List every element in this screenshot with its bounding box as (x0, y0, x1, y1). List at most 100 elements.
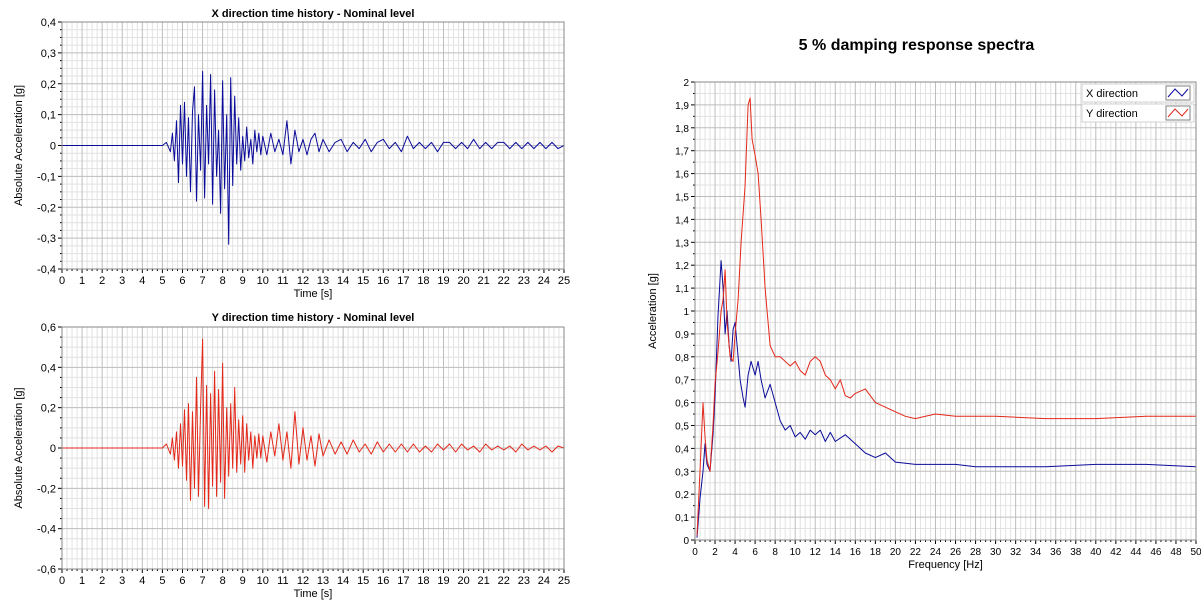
x-tick-label: 23 (518, 275, 530, 287)
x-tick-label: 10 (257, 575, 269, 587)
y-tick-label: 0,5 (675, 422, 689, 433)
y-tick-label: 1,7 (675, 147, 689, 158)
y-axis-label: Acceleration [g] (647, 273, 659, 349)
y-tick-label: 0,1 (675, 513, 689, 524)
x-time-history-svg: 0 1 2 3 4 5 6 7 8 9 10 11 12 13 14 15 16 17 18 19 20 21 22 23 24… (13, 8, 570, 300)
x-tick-label: 12 (297, 275, 309, 287)
plot-frame (694, 81, 1197, 541)
x-tick-label: 5 (159, 575, 165, 587)
x-tick-label: 11 (277, 275, 288, 287)
series-line-1 (62, 338, 565, 509)
x-tick-label: 0 (59, 275, 65, 287)
x-tick-label: 18 (417, 275, 429, 287)
y-tick-label: 0,7 (675, 376, 689, 387)
legend-swatch-line-1 (1167, 88, 1189, 98)
x-tick-label: 25 (558, 275, 570, 287)
y-tick-label: -0,1 (37, 171, 56, 183)
legend: X direction Y direction (1081, 83, 1195, 123)
x-tick-label: 14 (830, 547, 842, 558)
x-tick-label: 17 (397, 275, 409, 287)
x-tick-label: 3 (119, 575, 125, 587)
x-tick-label: 34 (1030, 547, 1042, 558)
x-tick-label: 38 (1070, 547, 1082, 558)
x-tick-label: 21 (478, 275, 490, 287)
x-tick-label: 13 (317, 275, 329, 287)
y-tick-label: 1 (683, 307, 689, 318)
x-tick-label: 42 (1110, 547, 1122, 558)
y-tick-label: 0,3 (41, 48, 56, 60)
y-tick-label: 0,3 (675, 467, 689, 478)
x-tick-label: 48 (1170, 547, 1182, 558)
x-tick-label: 25 (558, 575, 570, 587)
y-tick-label: 0,9 (675, 330, 689, 341)
plot-frame (61, 326, 565, 570)
x-tick-label: 2 (99, 275, 105, 287)
major-grid (694, 81, 1197, 541)
x-axis-label: Time [s] (294, 288, 333, 300)
x-axis-label: Frequency [Hz] (908, 559, 983, 571)
x-tick-label: 24 (538, 575, 550, 587)
x-tick-label: 18 (417, 575, 429, 587)
x-tick-label: 9 (240, 575, 246, 587)
axis-ticks: 0 2 4 6 8 10 12 14 16 18 20 22 24 26 28 30 32 34 36 38 40 42 4… (675, 78, 1201, 558)
x-tick-label: 50 (1190, 547, 1201, 558)
y-tick-label: -0,2 (37, 483, 56, 495)
axis-ticks: 0 1 2 3 4 5 6 7 8 9 10 11 12 13 14 15 16 17 18 19 20 21 22 23 24… (37, 322, 570, 587)
x-tick-label: 12 (297, 575, 309, 587)
x-tick-label: 44 (1130, 547, 1142, 558)
x-tick-label: 24 (930, 547, 942, 558)
x-tick-label: 15 (357, 275, 369, 287)
x-tick-label: 2 (712, 547, 718, 558)
plot-frame (61, 21, 565, 270)
response-spectra-svg: 0 2 4 6 8 10 12 14 16 18 20 22 24 26 28 30 32 34 36 38 40 42 4… (647, 78, 1201, 571)
x-tick-label: 9 (240, 275, 246, 287)
y-tick-label: 0 (50, 141, 56, 153)
x-tick-label: 8 (220, 275, 226, 287)
x-tick-label: 16 (377, 275, 389, 287)
x-tick-label: 36 (1050, 547, 1062, 558)
y-tick-label: 0,8 (675, 353, 689, 364)
x-tick-label: 16 (850, 547, 862, 558)
x-tick-label: 12 (810, 547, 822, 558)
x-tick-label: 19 (437, 275, 449, 287)
y-tick-label: 0,1 (41, 110, 56, 122)
y-tick-label: 0,4 (41, 362, 56, 374)
chart-title: Y direction time history - Nominal level (212, 312, 415, 324)
x-tick-label: 28 (970, 547, 982, 558)
y-tick-label: 0,4 (41, 17, 56, 29)
x-tick-label: 17 (397, 575, 409, 587)
x-tick-label: 4 (732, 547, 738, 558)
y-tick-label: -0,3 (37, 233, 56, 245)
x-tick-label: 32 (1010, 547, 1022, 558)
x-tick-label: 11 (277, 575, 288, 587)
legend-swatch-box (1165, 105, 1191, 121)
x-tick-label: 24 (538, 275, 550, 287)
series-line-1 (696, 260, 1197, 538)
spectra-title: 5 % damping response spectra (798, 37, 1035, 54)
x-tick-label: 0 (59, 575, 65, 587)
y-tick-label: 0,2 (675, 490, 689, 501)
y-tick-label: 0,2 (41, 79, 56, 91)
y-tick-label: -0,4 (37, 264, 56, 276)
y-tick-label: 0,4 (675, 444, 689, 455)
x-tick-label: 8 (772, 547, 778, 558)
y-tick-label: 1,5 (675, 193, 689, 204)
y-tick-label: 0 (683, 536, 689, 547)
y-tick-label: 1,1 (675, 284, 689, 295)
x-tick-label: 10 (257, 275, 269, 287)
y-tick-label: 2 (683, 78, 689, 89)
y-tick-label: 1,4 (675, 215, 689, 226)
x-time-history-chart: 0 1 2 3 4 5 6 7 8 9 10 11 12 13 14 15 16 17 18 19 20 21 22 23 24… (0, 0, 580, 305)
x-tick-label: 4 (139, 275, 145, 287)
x-tick-label: 20 (457, 275, 469, 287)
x-tick-label: 13 (317, 575, 329, 587)
y-time-history-svg: 0 1 2 3 4 5 6 7 8 9 10 11 12 13 14 15 16 17 18 19 20 21 22 23 24… (13, 312, 570, 600)
x-tick-label: 22 (910, 547, 922, 558)
y-tick-label: -0,6 (37, 564, 56, 576)
x-tick-label: 18 (870, 547, 882, 558)
x-tick-label: 23 (518, 575, 530, 587)
x-tick-label: 0 (692, 547, 698, 558)
y-tick-label: 1,8 (675, 124, 689, 135)
y-tick-label: 1,6 (675, 170, 689, 181)
y-tick-label: -0,4 (37, 524, 56, 536)
